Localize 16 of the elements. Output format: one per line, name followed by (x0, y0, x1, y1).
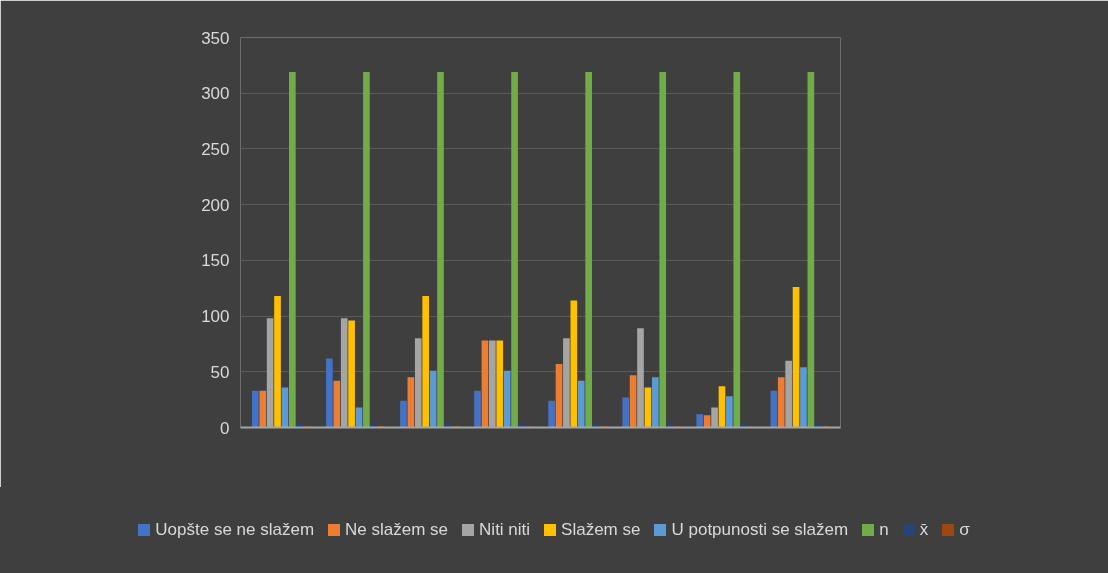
legend-label: Slažem se (561, 518, 641, 541)
legend-label: Uopšte se ne slažem (155, 518, 315, 541)
y-tick-label: 300 (201, 84, 230, 104)
legend-label: n (879, 518, 889, 541)
y-tick-label: 100 (201, 307, 230, 327)
legend-label: Ne slažem se (345, 518, 449, 541)
legend-label: U potpunosti se slažem (671, 518, 849, 541)
y-tick-label: 350 (201, 28, 230, 48)
y-tick-label: 200 (201, 195, 230, 215)
y-tick-label: 250 (201, 139, 230, 159)
y-tick-label: 0 (220, 418, 230, 438)
legend-label: Niti niti (479, 518, 531, 541)
y-tick-label: 50 (210, 362, 230, 382)
legend-label: x̄ (919, 518, 929, 541)
y-tick-label: 150 (201, 251, 230, 271)
legend-label: σ (959, 518, 970, 541)
